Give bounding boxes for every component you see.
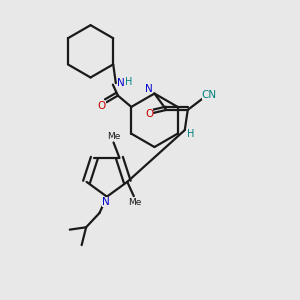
Text: N: N	[145, 84, 152, 94]
Text: H: H	[187, 129, 194, 139]
Text: N: N	[102, 197, 110, 207]
Text: N: N	[117, 78, 125, 88]
Text: Me: Me	[107, 132, 120, 141]
Text: CN: CN	[202, 90, 217, 100]
Text: O: O	[98, 101, 106, 111]
Text: Me: Me	[129, 198, 142, 207]
Text: H: H	[125, 77, 133, 87]
Text: O: O	[145, 109, 153, 119]
